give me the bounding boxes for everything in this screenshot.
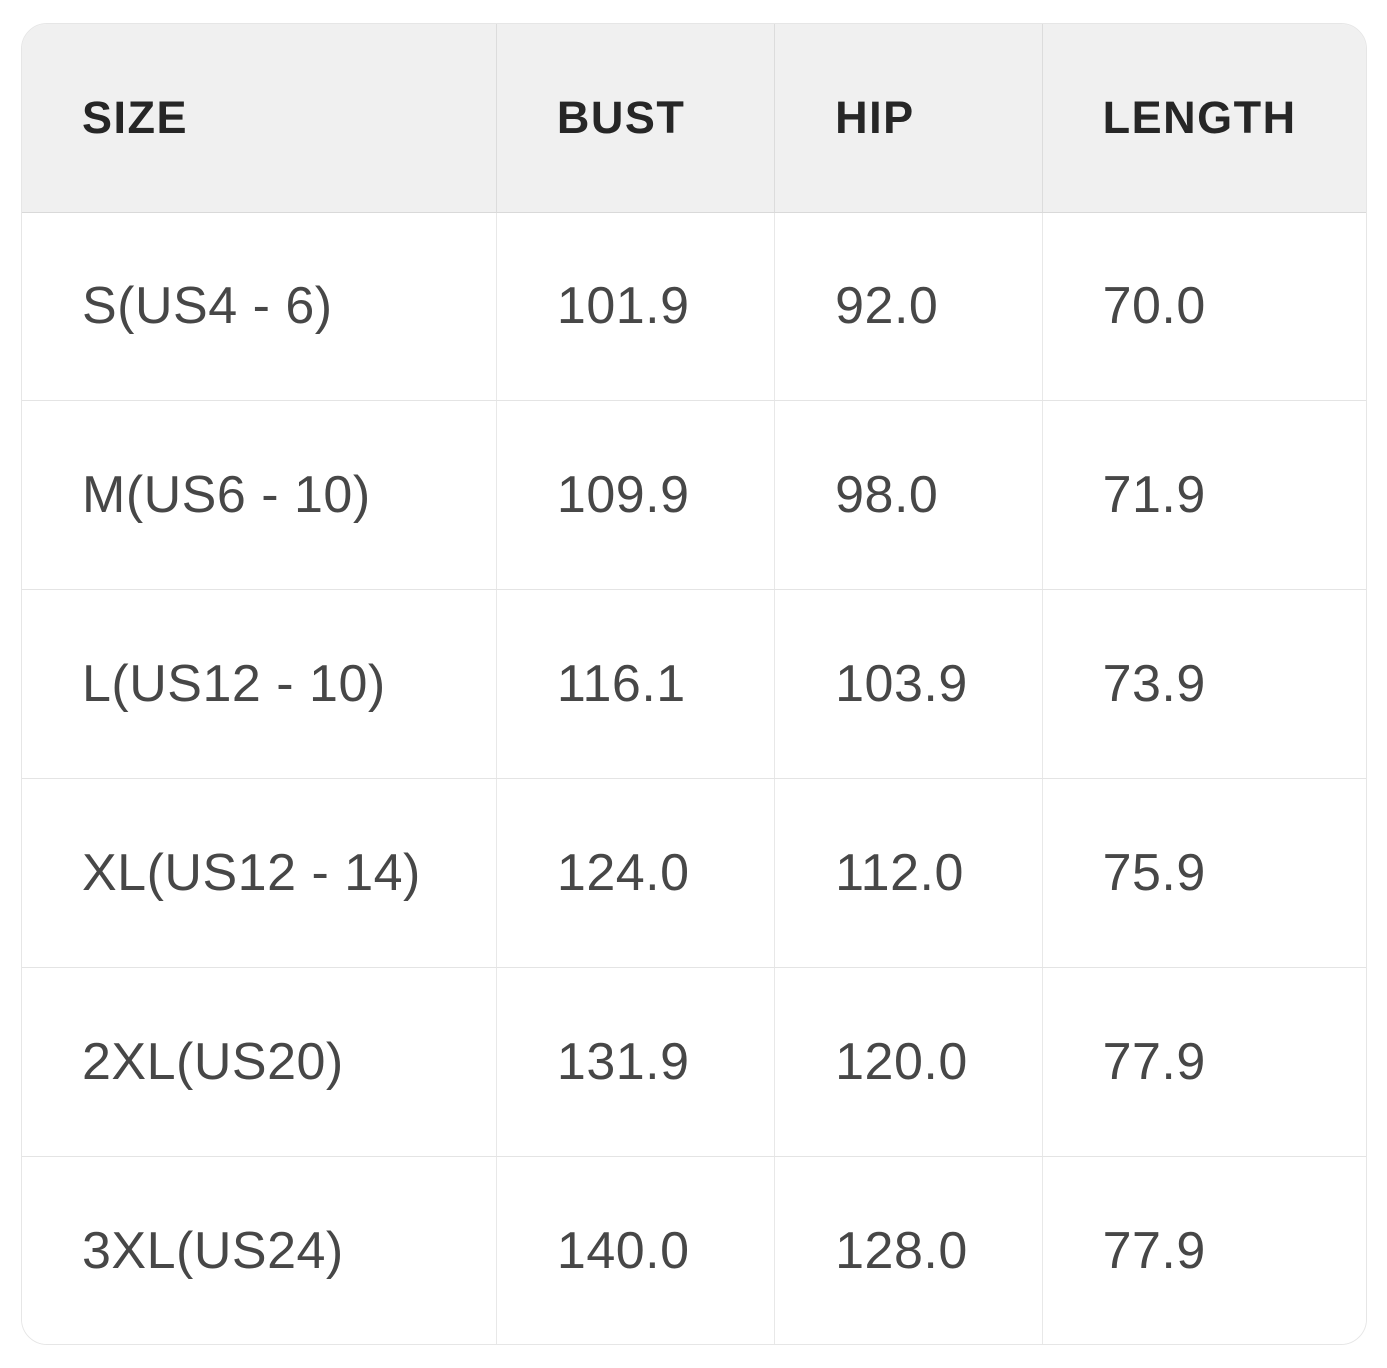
cell-hip: 103.9 — [774, 589, 1043, 780]
cell-size: S(US4 - 6) — [22, 212, 497, 402]
cell-length: 77.9 — [1042, 967, 1366, 1158]
cell-length: 75.9 — [1042, 778, 1366, 969]
cell-bust: 101.9 — [496, 212, 776, 402]
cell-bust: 116.1 — [496, 589, 776, 780]
cell-size: 2XL(US20) — [22, 967, 497, 1158]
table-row: 3XL(US24) 140.0 128.0 77.9 — [22, 1156, 1366, 1344]
cell-size: XL(US12 - 14) — [22, 778, 497, 969]
table-row: 2XL(US20) 131.9 120.0 77.9 — [22, 967, 1366, 1158]
table-row: M(US6 - 10) 109.9 98.0 71.9 — [22, 400, 1366, 591]
header-row: SIZE BUST HIP LENGTH — [22, 24, 1366, 213]
column-header-hip: HIP — [774, 24, 1043, 213]
size-chart-card: SIZE BUST HIP LENGTH S(US4 - 6) 101.9 92… — [21, 23, 1367, 1345]
cell-length: 71.9 — [1042, 400, 1366, 591]
cell-hip: 92.0 — [774, 212, 1043, 402]
column-header-size: SIZE — [22, 24, 497, 213]
cell-bust: 140.0 — [496, 1156, 776, 1344]
table-row: S(US4 - 6) 101.9 92.0 70.0 — [22, 212, 1366, 402]
cell-hip: 120.0 — [774, 967, 1043, 1158]
table-row: XL(US12 - 14) 124.0 112.0 75.9 — [22, 778, 1366, 969]
cell-size: M(US6 - 10) — [22, 400, 497, 591]
cell-hip: 112.0 — [774, 778, 1043, 969]
cell-length: 70.0 — [1042, 212, 1366, 402]
column-header-length: LENGTH — [1042, 24, 1366, 213]
cell-size: 3XL(US24) — [22, 1156, 497, 1344]
table-row: L(US12 - 10) 116.1 103.9 73.9 — [22, 589, 1366, 780]
cell-length: 73.9 — [1042, 589, 1366, 780]
column-header-bust: BUST — [496, 24, 776, 213]
cell-hip: 128.0 — [774, 1156, 1043, 1344]
cell-bust: 109.9 — [496, 400, 776, 591]
cell-size: L(US12 - 10) — [22, 589, 497, 780]
cell-bust: 131.9 — [496, 967, 776, 1158]
size-chart-table: SIZE BUST HIP LENGTH S(US4 - 6) 101.9 92… — [22, 24, 1366, 1344]
cell-hip: 98.0 — [774, 400, 1043, 591]
cell-bust: 124.0 — [496, 778, 776, 969]
cell-length: 77.9 — [1042, 1156, 1366, 1344]
